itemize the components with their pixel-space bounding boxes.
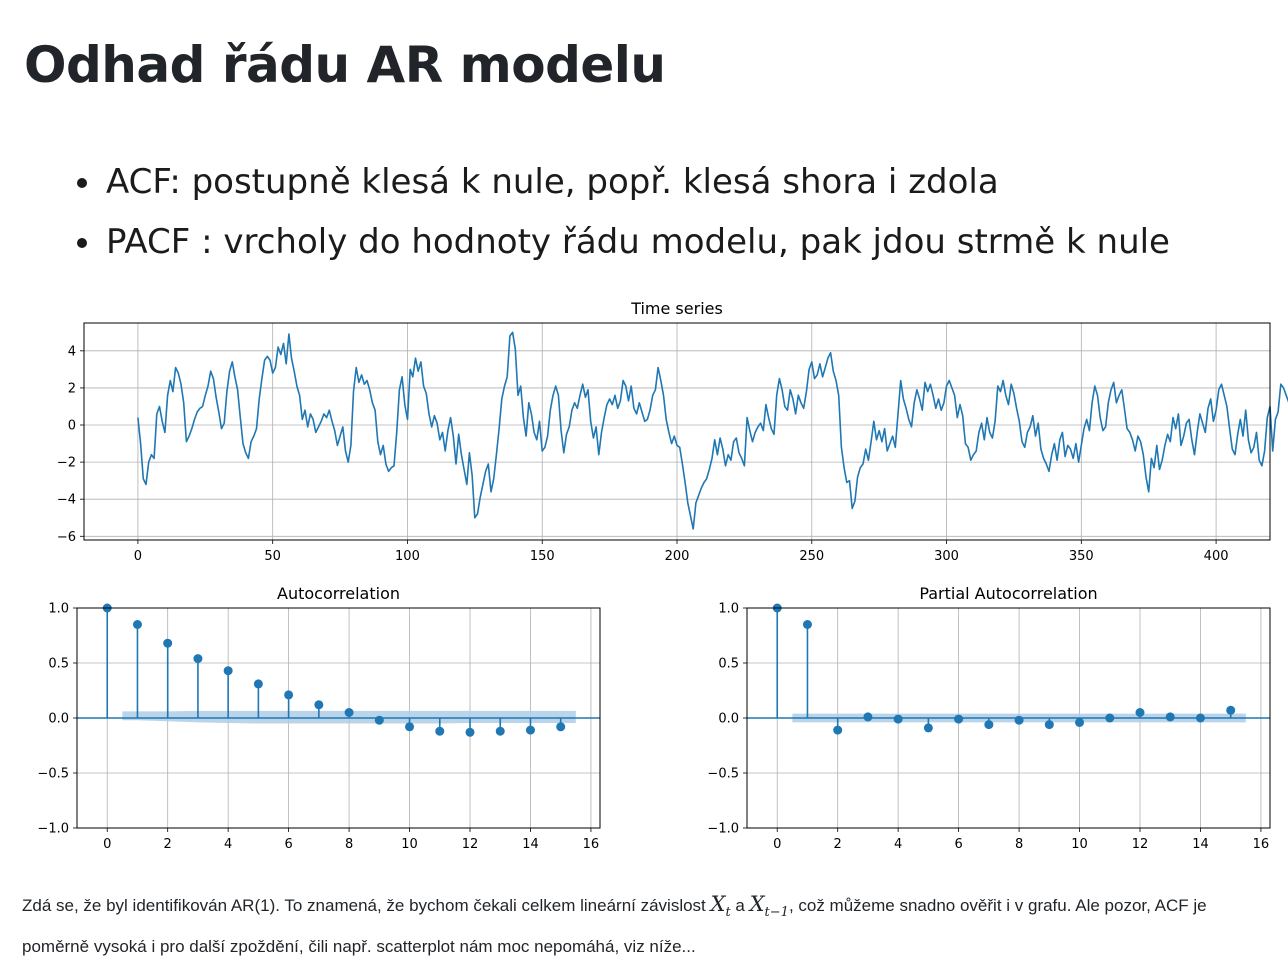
axes-frame — [746, 607, 1271, 829]
chart-title: Autocorrelation — [277, 584, 400, 603]
footer-text-3: , což můžeme snadno ověřit i v grafu. Al… — [22, 896, 1207, 957]
bullet-list: ACF: postupně klesá k nule, popř. klesá … — [62, 152, 1170, 272]
stem-marker — [525, 725, 535, 735]
stem-marker — [223, 666, 233, 676]
stem-marker — [314, 700, 324, 710]
y-tick-label: 0.5 — [718, 657, 739, 672]
pacf-chart: 0 2 4 6 8 10 12 14 16 −1.0 −0.5 0.0 0.5 1.0 Partial Au… — [707, 584, 1271, 852]
stem-marker — [923, 723, 933, 733]
stem-marker — [802, 620, 812, 629]
x-tick-label: 2 — [164, 837, 172, 852]
x-tick-label: 8 — [345, 837, 353, 852]
x-tick-label: 200 — [665, 549, 690, 564]
stem-marker — [1014, 715, 1024, 725]
x-tick-label: 0 — [773, 837, 781, 852]
x-tick-label: 14 — [1192, 837, 1209, 852]
y-tick-label: −6 — [57, 530, 76, 545]
x-tick-label: 16 — [583, 837, 600, 852]
stem-marker — [1135, 708, 1145, 717]
y-tick-label: −4 — [57, 493, 76, 508]
stem-marker — [405, 722, 415, 732]
x-tick-label: 2 — [834, 837, 842, 852]
x-tick-label: 12 — [1132, 837, 1149, 852]
x-tick-label: 300 — [934, 549, 959, 564]
chart-title: Partial Autocorrelation — [919, 584, 1097, 603]
stem-marker — [1195, 713, 1205, 723]
stem-marker — [1044, 720, 1054, 730]
x-tick-label: 0 — [103, 837, 111, 852]
stem-marker — [954, 714, 964, 724]
stem-marker — [253, 679, 263, 689]
stem-marker — [374, 715, 384, 725]
x-tick-label: 0 — [134, 549, 142, 564]
y-tick-label: −2 — [57, 456, 76, 471]
time-series-chart: 0 50 100 150 200 250 300 350 400 −6 −4 −2 0 2 4 Time se… — [57, 299, 1288, 564]
stem-marker — [1075, 717, 1085, 727]
math-x-t: Xt — [710, 892, 731, 921]
y-tick-label: −0.5 — [707, 767, 739, 782]
stem-marker — [1105, 713, 1115, 723]
y-tick-label: 2 — [68, 381, 76, 396]
footer-paragraph: Zdá se, že byl identifikován AR(1). To z… — [22, 887, 1272, 964]
stem-marker — [465, 727, 475, 737]
x-tick-label: 100 — [395, 549, 420, 564]
x-tick-label: 6 — [954, 837, 962, 852]
footer-text-2: a — [730, 896, 750, 915]
stem-marker — [163, 638, 173, 648]
stem-marker — [132, 620, 142, 629]
x-tick-label: 50 — [264, 549, 281, 564]
stem-marker — [435, 726, 445, 736]
x-tick-label: 16 — [1253, 837, 1270, 852]
stem-marker — [833, 725, 843, 735]
y-tick-label: −0.5 — [37, 767, 69, 782]
stem-marker — [193, 654, 203, 664]
bullet-pacf: PACF : vrcholy do hodnoty řádu modelu, p… — [104, 212, 1170, 272]
bullet-acf: ACF: postupně klesá k nule, popř. klesá … — [104, 152, 1170, 212]
y-tick-label: 4 — [68, 344, 76, 359]
y-tick-label: 1.0 — [48, 602, 69, 617]
y-tick-label: −1.0 — [37, 822, 69, 837]
stem-marker — [495, 726, 505, 736]
x-tick-label: 14 — [522, 837, 539, 852]
y-tick-label: 0.0 — [48, 712, 69, 727]
x-tick-label: 350 — [1069, 549, 1094, 564]
stem-marker — [863, 712, 873, 722]
y-tick-label: 0.5 — [48, 657, 69, 672]
x-tick-label: 150 — [530, 549, 555, 564]
x-tick-label: 10 — [401, 837, 418, 852]
math-x-t-minus-1: Xt−1 — [749, 892, 789, 921]
x-tick-label: 8 — [1015, 837, 1023, 852]
stem-marker — [984, 720, 994, 730]
x-tick-label: 400 — [1204, 549, 1229, 564]
stem-marker — [1165, 712, 1175, 722]
page-title: Odhad řádu AR modelu — [24, 36, 666, 94]
x-tick-label: 4 — [224, 837, 232, 852]
y-tick-label: 0.0 — [718, 712, 739, 727]
x-tick-label: 4 — [894, 837, 902, 852]
stem-marker — [556, 722, 566, 732]
x-tick-label: 6 — [284, 837, 292, 852]
axes-frame — [76, 607, 601, 829]
axes-frame — [83, 322, 1271, 541]
footer-text-1: Zdá se, že byl identifikován AR(1). To z… — [22, 896, 711, 915]
chart-title: Time series — [630, 299, 723, 318]
y-tick-label: 1.0 — [718, 602, 739, 617]
stem-marker — [893, 714, 903, 724]
stem-marker — [284, 690, 294, 700]
x-tick-label: 12 — [462, 837, 479, 852]
y-tick-label: 0 — [68, 419, 76, 434]
stem-marker — [344, 708, 354, 717]
x-tick-label: 10 — [1071, 837, 1088, 852]
acf-chart: 0 2 4 6 8 10 12 14 16 −1.0 −0.5 0.0 0.5 1.0 Autocorrel… — [37, 584, 601, 852]
x-tick-label: 250 — [799, 549, 824, 564]
series-line — [137, 331, 1288, 530]
y-tick-label: −1.0 — [707, 822, 739, 837]
stem-marker — [1226, 705, 1236, 715]
